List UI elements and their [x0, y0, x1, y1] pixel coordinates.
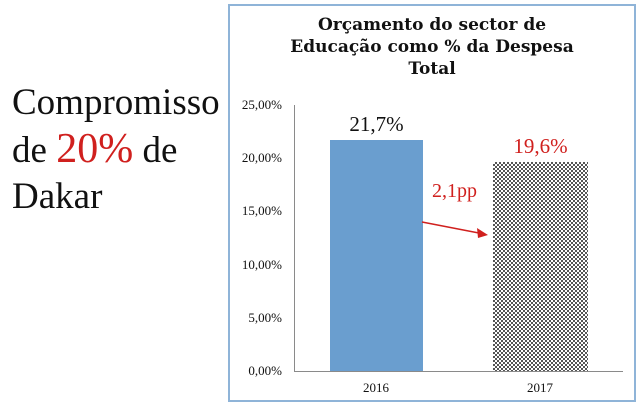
y-tick: 10,00%: [241, 257, 282, 272]
y-tick: 5,00%: [248, 310, 282, 325]
x-label-2017: 2017: [527, 380, 553, 395]
arrow-right-icon: [421, 221, 488, 238]
side-line-1: Compromisso: [12, 82, 220, 123]
y-tick: 15,00%: [241, 203, 282, 218]
value-label-2016: 21,7%: [349, 112, 404, 137]
side-line-2: de 20% de: [12, 126, 220, 174]
chart-title-line-3: Total: [408, 59, 456, 79]
bar-2017: [493, 162, 588, 371]
dakar-commitment-text: Compromisso de 20% de Dakar: [12, 80, 220, 220]
value-label-2017: 19,6%: [513, 134, 568, 159]
y-tick: 25,00%: [241, 97, 282, 112]
chart-title-line-1: Orçamento do sector de: [317, 15, 547, 35]
y-axis-line: [294, 105, 295, 371]
chart-title: Orçamento do sector de Educação como % d…: [228, 14, 636, 80]
side-line-2-pre: de: [12, 130, 57, 171]
y-tick: 20,00%: [241, 150, 282, 165]
chart-title-line-2: Educação como % da Despesa: [290, 37, 574, 57]
difference-annotation: 2,1pp: [432, 180, 477, 202]
x-axis-line: [294, 371, 623, 372]
x-label-2016: 2016: [363, 380, 389, 395]
highlight-percentage: 20%: [56, 126, 134, 172]
side-line-2-post: de: [133, 130, 178, 171]
y-tick: 0,00%: [248, 363, 282, 378]
bar-2016: [330, 140, 423, 371]
side-line-3: Dakar: [12, 176, 103, 217]
